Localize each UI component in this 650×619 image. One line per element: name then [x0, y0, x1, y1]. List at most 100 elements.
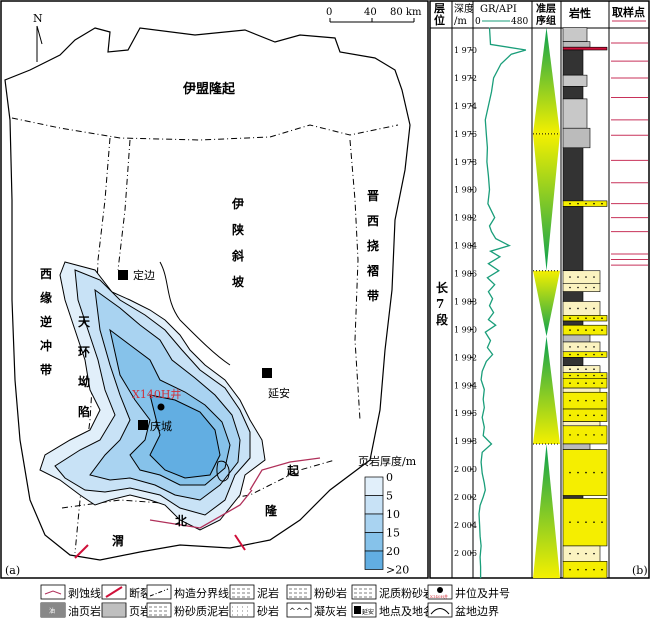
- lith-dot: [593, 399, 595, 402]
- depth-label: 1 990: [454, 325, 477, 334]
- lith-dot: [577, 434, 579, 436]
- north-arrow-icon: [36, 25, 43, 62]
- region-xiyuan: 冲: [40, 338, 52, 353]
- lith-dot: [585, 399, 587, 402]
- lithology-layer-mudstone: [562, 443, 591, 450]
- legend-label: 泥岩: [257, 586, 279, 600]
- header-lithology: 岩性: [568, 6, 591, 20]
- depth-label: 1 972: [454, 74, 477, 83]
- lith-dot: [569, 434, 571, 436]
- region-tianhuan: 坳: [78, 374, 90, 389]
- layer-name: 长 7段: [436, 280, 449, 327]
- region-jinxi: 晋: [367, 188, 379, 203]
- header-layer: 层位: [433, 2, 445, 27]
- legend-item: 构造分界线: [146, 584, 229, 600]
- region-yishan: 斜: [231, 248, 244, 263]
- lith-dot: [601, 414, 603, 417]
- sequence-triangle: [533, 27, 560, 134]
- lith-dot: [601, 329, 603, 331]
- thickness-swatch: [364, 513, 384, 533]
- legend-item: 粉砂质泥岩: [146, 602, 229, 618]
- lith-dot: [585, 329, 587, 331]
- legend-label: 油页岩: [68, 604, 101, 618]
- header-gr-max: 480: [511, 17, 528, 27]
- lith-dot: [593, 346, 595, 348]
- header-sequence: 准层序组: [536, 2, 556, 27]
- shale-icon: [101, 602, 127, 618]
- lithology-layer-shale: [562, 357, 584, 367]
- lith-dot: [593, 552, 595, 555]
- log-panel: 层位 深度/m GR/API 0 480 准层序组 岩性 取样点 长 7段 1 9…: [429, 0, 650, 579]
- depth-axis: 1 970 1 972 1 974 1 976 1 978 1 980 1 982 1 984…: [454, 46, 477, 558]
- lith-dot: [601, 202, 603, 205]
- depth-label: 1 994: [454, 381, 477, 390]
- lith-dot: [585, 317, 587, 320]
- lithology-layer-sandstone: [562, 200, 608, 207]
- sequence-triangle: [533, 443, 560, 579]
- thickness-label: 0: [386, 471, 393, 484]
- lith-dot: [593, 202, 595, 205]
- header-sample: 取样点: [612, 5, 645, 19]
- sequence-triangle: [533, 133, 560, 271]
- depth-label: 1 976: [454, 130, 477, 139]
- thickness-contours: [39, 261, 266, 531]
- lith-dot: [593, 317, 595, 320]
- depth-label: 2 006: [454, 549, 477, 558]
- lith-dot: [577, 521, 579, 523]
- lithology-layer-fault: [562, 46, 608, 51]
- lith-dot: [585, 368, 587, 371]
- lith-dot: [569, 353, 571, 356]
- legend-label: 井位及井号: [455, 586, 510, 600]
- svg-text:X140H井: X140H井: [430, 593, 448, 599]
- depth-label: 1 982: [454, 214, 477, 223]
- region-weibei: 隆: [265, 503, 278, 518]
- well-marker: [157, 403, 165, 411]
- legend-label: 砂岩: [257, 604, 279, 618]
- thickness-swatch: [364, 495, 384, 515]
- lith-dot: [577, 202, 579, 205]
- depth-label: 1 988: [454, 297, 477, 306]
- fault-line: [234, 534, 246, 551]
- region-yishan: 坡: [232, 274, 245, 289]
- region-weibei: 起: [286, 463, 300, 478]
- tuff-icon: [286, 602, 312, 618]
- sequence-column: [533, 27, 560, 579]
- lith-dot: [593, 414, 595, 417]
- depth-label: 2 000: [454, 465, 477, 474]
- lith-dot: [569, 399, 571, 402]
- lith-dot: [601, 399, 603, 402]
- basin-boundary: [4, 27, 411, 561]
- region-jinxi: 西: [367, 214, 379, 228]
- region-xiyuan: 逆: [40, 314, 52, 329]
- lithology-column: [562, 27, 608, 579]
- lith-dot: [569, 552, 571, 555]
- panel-label-b: (b): [632, 564, 648, 577]
- thickness-label: 10: [386, 508, 400, 521]
- lithology-layer-sandstone: [562, 561, 608, 579]
- lithology-layer-silty_mud: [562, 74, 588, 87]
- svg-text:0: 0: [326, 7, 332, 18]
- lith-dot: [585, 568, 587, 571]
- siltstone-icon: [286, 584, 312, 600]
- lith-dot: [585, 434, 587, 436]
- north-label: N: [33, 12, 43, 25]
- legend-label: 盆地边界: [455, 604, 499, 618]
- lithology-layer-silty_mud: [562, 98, 588, 129]
- place-marker-qingcheng: [138, 420, 148, 430]
- lith-dot: [577, 399, 579, 402]
- legend-label: 剥蚀线: [68, 586, 101, 600]
- svg-text:^: ^: [296, 607, 303, 616]
- legend-item: 延安 地点及地名: [351, 602, 434, 618]
- region-tianhuan: 陷: [78, 404, 90, 419]
- thickness-label: 15: [386, 527, 400, 540]
- erosion-line: [149, 489, 253, 529]
- layer-name-char: 7: [436, 297, 444, 311]
- basin-boundary-icon: [427, 602, 453, 618]
- svg-text:80 km: 80 km: [390, 7, 422, 18]
- panel-label-a: (a): [5, 564, 20, 577]
- legend-label: 粉砂岩: [314, 586, 347, 600]
- legend-label: 泥质粉砂岩: [379, 586, 434, 600]
- lith-dot: [569, 521, 571, 523]
